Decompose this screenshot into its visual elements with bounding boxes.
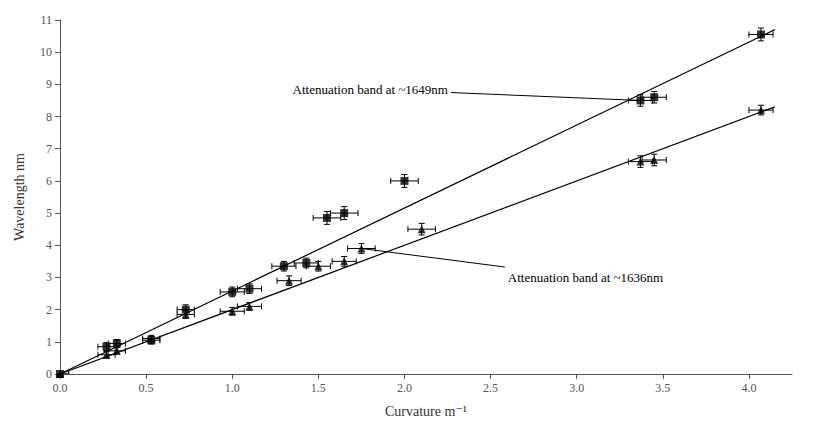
svg-text:1.0: 1.0 [225,381,240,395]
svg-text:2.0: 2.0 [397,381,412,395]
svg-text:11: 11 [40,13,52,27]
svg-text:0: 0 [46,367,52,381]
svg-text:0.5: 0.5 [139,381,154,395]
svg-text:Curvature m⁻¹: Curvature m⁻¹ [385,404,467,419]
svg-text:5: 5 [46,206,52,220]
svg-text:2: 2 [46,303,52,317]
svg-text:10: 10 [40,45,52,59]
svg-text:3.5: 3.5 [655,381,670,395]
svg-text:3: 3 [46,270,52,284]
svg-text:Attenuation band at ~1649nm: Attenuation band at ~1649nm [293,82,448,97]
svg-text:9: 9 [46,77,52,91]
svg-text:2.5: 2.5 [483,381,498,395]
svg-text:8: 8 [46,110,52,124]
svg-text:3.0: 3.0 [569,381,584,395]
svg-text:0.0: 0.0 [53,381,68,395]
svg-text:1.5: 1.5 [311,381,326,395]
svg-text:4.0: 4.0 [741,381,756,395]
svg-text:6: 6 [46,174,52,188]
svg-text:Wavelength nm: Wavelength nm [12,153,27,241]
svg-text:1: 1 [46,335,52,349]
svg-text:7: 7 [46,142,52,156]
svg-text:4: 4 [46,238,52,252]
svg-text:Attenuation band at ~1636nm: Attenuation band at ~1636nm [508,270,663,285]
